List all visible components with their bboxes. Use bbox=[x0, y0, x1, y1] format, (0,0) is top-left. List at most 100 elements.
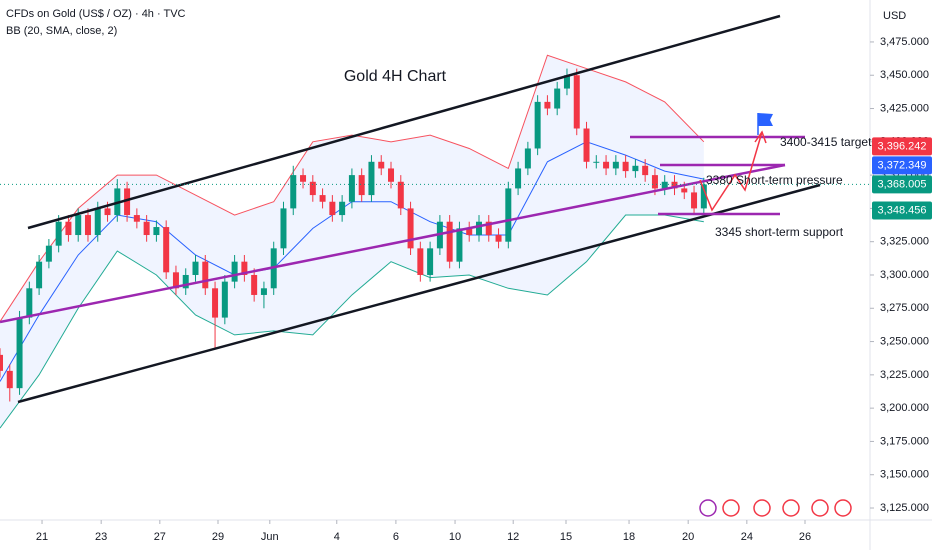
candle-body bbox=[251, 274, 258, 295]
candle-body bbox=[309, 181, 316, 196]
candle-body bbox=[661, 181, 668, 189]
candle-body bbox=[358, 175, 365, 196]
candle-body bbox=[466, 228, 473, 236]
candle-body bbox=[143, 221, 150, 236]
price-label: 3,396.242 bbox=[878, 140, 927, 152]
candle-body bbox=[632, 165, 639, 172]
x-tick-label: Jun bbox=[261, 531, 279, 543]
candle-body bbox=[36, 261, 43, 289]
candle-body bbox=[339, 201, 346, 216]
candle-body bbox=[300, 175, 307, 182]
event-icon[interactable] bbox=[699, 499, 717, 517]
event-icons bbox=[699, 499, 852, 517]
y-tick-label: 3,325.000 bbox=[880, 236, 929, 248]
y-tick-label: 3,225.000 bbox=[880, 369, 929, 381]
y-tick-label: 3,300.000 bbox=[880, 269, 929, 281]
candle-body bbox=[319, 195, 326, 202]
y-tick-label: 3,475.000 bbox=[880, 36, 929, 48]
candle-body bbox=[583, 128, 590, 162]
annotation: Gold 4H Chart bbox=[344, 68, 447, 85]
candle-body bbox=[329, 201, 336, 216]
candle-body bbox=[94, 208, 101, 236]
event-icon[interactable] bbox=[811, 499, 829, 517]
candle-body bbox=[593, 161, 600, 163]
projection bbox=[699, 131, 763, 212]
candle-body bbox=[417, 248, 424, 275]
event-icon[interactable] bbox=[782, 499, 800, 517]
candle-body bbox=[280, 208, 287, 249]
candle-body bbox=[153, 227, 160, 236]
candle-body bbox=[563, 75, 570, 89]
y-tick-label: 3,125.000 bbox=[880, 502, 929, 514]
candle-body bbox=[573, 75, 580, 129]
candle-body bbox=[534, 101, 541, 149]
candle-body bbox=[603, 161, 610, 169]
event-icon[interactable] bbox=[753, 499, 771, 517]
x-tick-label: 12 bbox=[507, 531, 519, 543]
candle-body bbox=[26, 288, 33, 318]
price-label-box bbox=[872, 137, 932, 156]
candle-body bbox=[691, 192, 698, 209]
candle-body bbox=[671, 181, 678, 189]
x-tick-label: 21 bbox=[36, 531, 48, 543]
price-label: 3,348.456 bbox=[878, 204, 927, 216]
candle-body bbox=[45, 245, 52, 262]
price-label-box bbox=[872, 175, 932, 194]
x-tick-label: 18 bbox=[623, 531, 635, 543]
indicator: BB (20, SMA, close, 2) bbox=[6, 25, 117, 37]
candle-body bbox=[495, 235, 502, 242]
candle-body bbox=[221, 281, 228, 318]
projection-arrow bbox=[754, 130, 767, 144]
price-label: 3,372.349 bbox=[878, 159, 927, 171]
event-icon[interactable] bbox=[722, 499, 740, 517]
x-tick-label: 20 bbox=[682, 531, 694, 543]
candle-body bbox=[6, 370, 13, 389]
candle-body bbox=[407, 208, 414, 249]
annotation: 3380 Short-term pressure bbox=[706, 173, 843, 187]
x-tick-label: 10 bbox=[449, 531, 461, 543]
price-label-box bbox=[872, 156, 932, 175]
candle-body bbox=[427, 248, 434, 275]
candle-body bbox=[212, 288, 219, 318]
y-tick-label: 3,250.000 bbox=[880, 335, 929, 347]
x-tick-label: 15 bbox=[560, 531, 572, 543]
y-tick-label: 3,150.000 bbox=[880, 469, 929, 481]
currency: USD bbox=[883, 10, 906, 22]
x-tick-label: 29 bbox=[212, 531, 224, 543]
chart-title: CFDs on Gold (US$ / OZ) · 4h · TVC bbox=[6, 8, 186, 20]
x-tick-label: 23 bbox=[95, 531, 107, 543]
candle-body bbox=[55, 221, 62, 246]
candle-body bbox=[524, 148, 531, 169]
candle-body bbox=[446, 221, 453, 262]
candle-body bbox=[612, 161, 619, 169]
candle-body bbox=[622, 161, 629, 172]
candle-body bbox=[290, 175, 297, 209]
candle-body bbox=[700, 184, 707, 209]
candle-body bbox=[456, 228, 463, 262]
candle-body bbox=[104, 208, 111, 216]
event-icon[interactable] bbox=[834, 499, 852, 517]
candle-body bbox=[554, 88, 561, 109]
candle-body bbox=[260, 288, 267, 295]
candle-body bbox=[182, 274, 189, 289]
candle-body bbox=[642, 165, 649, 176]
band-line bbox=[0, 54, 705, 322]
band-line bbox=[0, 214, 704, 429]
y-tick-label: 3,425.000 bbox=[880, 102, 929, 114]
y-tick-label: 3,275.000 bbox=[880, 302, 929, 314]
x-tick-label: 26 bbox=[799, 531, 811, 543]
x-tick-label: 27 bbox=[154, 531, 166, 543]
candle-body bbox=[163, 227, 170, 273]
y-tick-label: 3,450.000 bbox=[880, 69, 929, 81]
candle-body bbox=[485, 221, 492, 236]
annotation: 3400-3415 target bbox=[780, 135, 872, 149]
candle-body bbox=[348, 175, 355, 202]
candle-body bbox=[75, 215, 82, 236]
x-tick-label: 6 bbox=[393, 531, 399, 543]
candle-body bbox=[505, 188, 512, 242]
candle-body bbox=[544, 101, 551, 109]
candle-body bbox=[515, 168, 522, 189]
channel-bottom bbox=[17, 183, 821, 404]
flag bbox=[758, 113, 773, 126]
